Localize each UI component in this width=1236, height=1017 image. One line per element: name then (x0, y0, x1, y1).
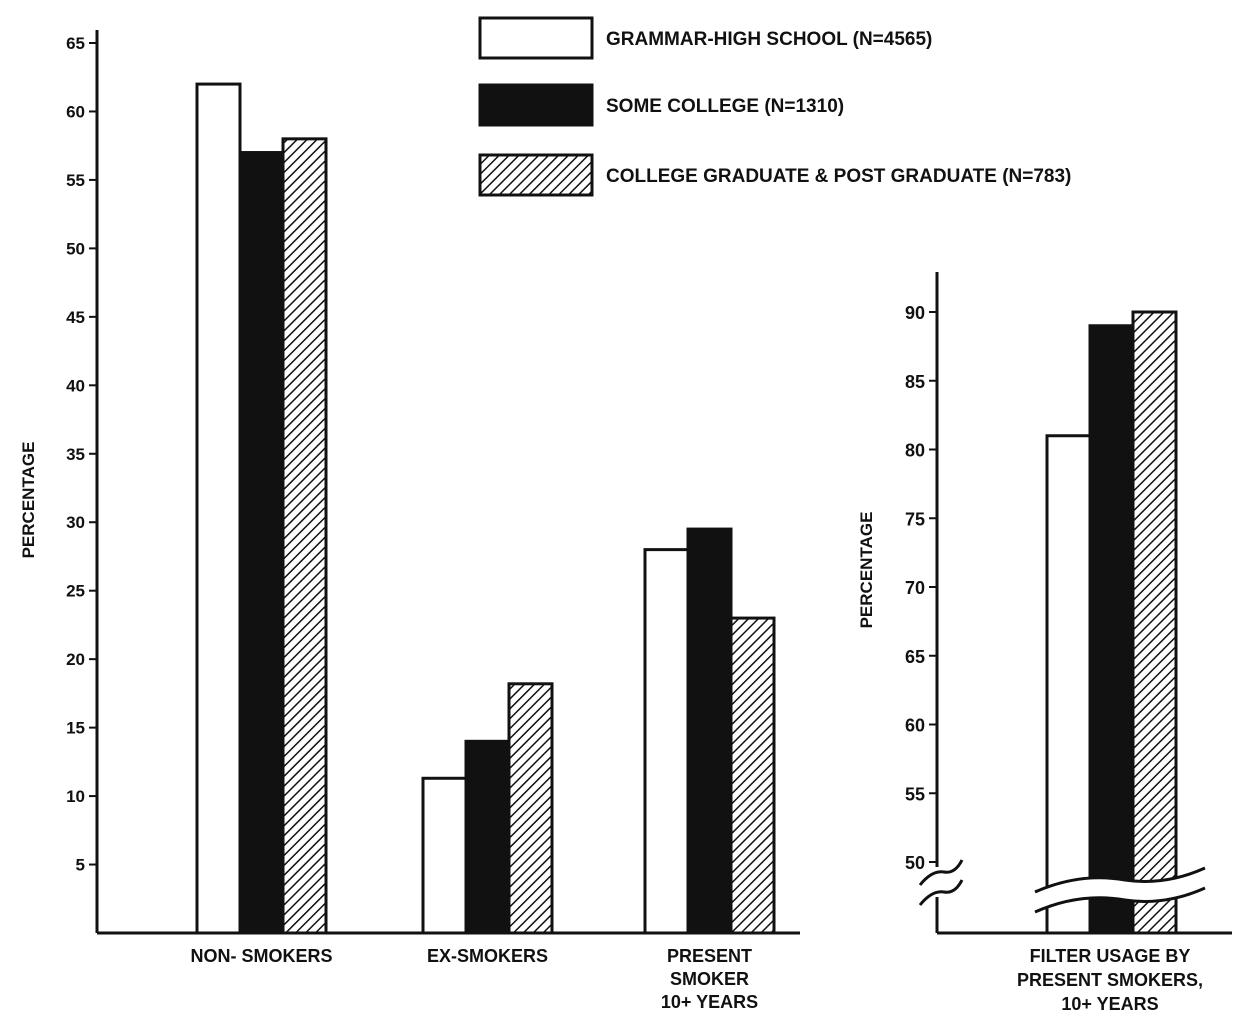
y-tick-label-5: 5 (76, 856, 85, 875)
right-y-axis-title: PERCENTAGE (857, 512, 876, 629)
y-tick-label-10: 10 (66, 787, 85, 806)
y-tick-label-25: 25 (66, 582, 85, 601)
right-bar-series-2 (1090, 326, 1133, 933)
right-y-tick-label-60: 60 (905, 716, 925, 736)
y-tick-label-45: 45 (66, 308, 85, 327)
bar-2-series-1 (423, 778, 466, 933)
axis-break-mark-2 (920, 880, 962, 905)
y-axis-title: PERCENTAGE (19, 442, 38, 559)
y-tick-label-55: 55 (66, 171, 85, 190)
right-bar-series-3 (1133, 312, 1176, 933)
bar-3-series-3 (731, 618, 774, 933)
right-y-tick-label-75: 75 (905, 509, 925, 529)
category-label-3-line-3: 10+ YEARS (661, 992, 758, 1012)
y-tick-label-65: 65 (66, 34, 85, 53)
bar-2-series-2 (466, 741, 509, 933)
y-tick-label-20: 20 (66, 650, 85, 669)
axis-break-mark-1 (920, 860, 962, 885)
right-panel: 50 55 60 65 70 75 80 85 90 PERCENTAGE FILTER USAGE… (857, 272, 1232, 1014)
right-y-tick-label-55: 55 (905, 784, 925, 804)
right-y-tick-label-85: 85 (905, 372, 925, 392)
right-y-tick-label-80: 80 (905, 441, 925, 461)
category-label-2-line-1: EX-SMOKERS (427, 946, 548, 966)
legend-swatch-1 (480, 18, 592, 58)
y-tick-label-50: 50 (66, 239, 85, 258)
legend: GRAMMAR-HIGH SCHOOL (N=4565) SOME COLLEGE… (480, 18, 1071, 195)
y-tick-label-35: 35 (66, 445, 85, 464)
legend-label-2: SOME COLLEGE (N=1310) (606, 96, 844, 117)
bar-3-series-1 (645, 550, 688, 933)
right-category-label-line-1: FILTER USAGE BY (1030, 946, 1191, 966)
bar-1-series-3 (283, 139, 326, 933)
y-tick-label-30: 30 (66, 513, 85, 532)
legend-label-1: GRAMMAR-HIGH SCHOOL (N=4565) (606, 29, 932, 50)
bar-3-series-2 (688, 529, 731, 933)
legend-label-3: COLLEGE GRADUATE & POST GRADUATE (N=783) (606, 166, 1071, 187)
right-y-tick-label-65: 65 (905, 647, 925, 667)
y-tick-label-15: 15 (66, 719, 85, 738)
category-label-1-line-1: NON- SMOKERS (190, 946, 332, 966)
right-category-label-line-2: PRESENT SMOKERS, (1017, 970, 1203, 990)
category-label-3-line-1: PRESENT (667, 946, 752, 966)
bar-2-series-3 (509, 684, 552, 933)
right-y-tick-label-70: 70 (905, 578, 925, 598)
right-category-label-line-3: 10+ YEARS (1061, 994, 1158, 1014)
y-tick-label-60: 60 (66, 102, 85, 121)
category-label-3-line-2: SMOKER (670, 969, 749, 989)
right-bar-series-1 (1047, 436, 1090, 933)
right-y-tick-label-50: 50 (905, 853, 925, 873)
right-y-tick-label-90: 90 (905, 303, 925, 323)
legend-swatch-3 (480, 155, 592, 195)
legend-swatch-2 (480, 85, 592, 125)
bar-1-series-2 (240, 153, 283, 933)
bar-1-series-1 (197, 84, 240, 933)
y-tick-label-40: 40 (66, 376, 85, 395)
